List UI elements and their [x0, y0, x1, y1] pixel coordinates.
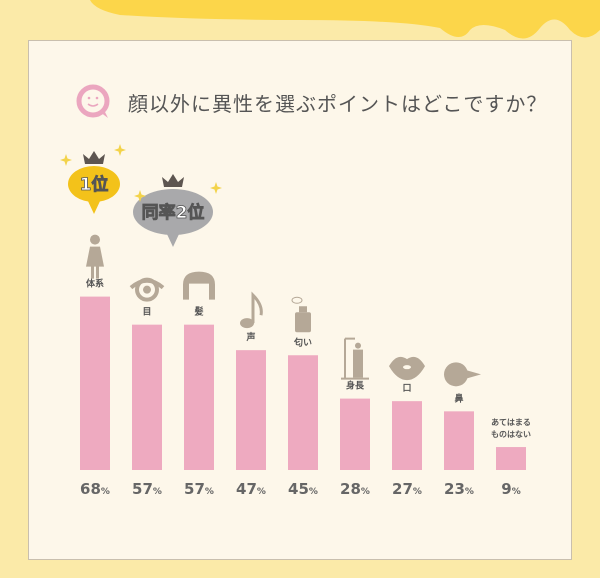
rank-label: 同率2位 — [142, 202, 205, 223]
value-label: 9% — [501, 480, 520, 498]
bar — [132, 324, 162, 470]
value-label: 57% — [184, 480, 214, 498]
bar — [392, 401, 422, 470]
eye-icon — [129, 277, 165, 302]
chart-card — [28, 40, 572, 560]
lips-icon — [389, 356, 425, 381]
nose-icon — [444, 362, 481, 387]
height-scale-icon — [341, 337, 369, 380]
chart-title: 顔以外に異性を選ぶポイントはどこですか？ — [128, 92, 548, 116]
category-label: 髪 — [193, 306, 203, 318]
second-place-badge: 同率2位 — [133, 174, 213, 247]
category-label: 目 — [142, 307, 151, 318]
value-label: 45% — [288, 480, 318, 498]
first-place-badge: 1位 — [68, 151, 120, 214]
bar — [496, 447, 526, 470]
category-label: あてはまる — [491, 418, 531, 427]
crown-icon — [162, 174, 184, 187]
bar — [444, 411, 474, 470]
value-label: 47% — [236, 480, 266, 498]
sparkle-icon — [210, 182, 222, 194]
bar — [236, 350, 266, 470]
value-label: 27% — [392, 480, 422, 498]
category-label: ものはない — [491, 430, 531, 439]
value-label: 57% — [132, 480, 162, 498]
sparkle-icon — [60, 154, 72, 166]
category-label: 身長 — [346, 380, 365, 392]
bar — [288, 355, 318, 470]
hair-icon — [183, 271, 215, 300]
category-label: 声 — [245, 331, 255, 343]
music-note-icon — [240, 291, 263, 329]
woman-icon — [86, 234, 104, 279]
bar — [340, 398, 370, 470]
value-label: 28% — [340, 480, 370, 498]
category-label: 体系 — [86, 278, 104, 290]
rank-label: 1位 — [80, 174, 109, 195]
honey-drip-decoration — [90, 0, 600, 39]
value-label: 68% — [80, 480, 110, 498]
bar — [80, 296, 110, 470]
category-label: 鼻 — [454, 392, 463, 404]
crown-icon — [83, 151, 105, 164]
perfume-icon — [291, 296, 311, 333]
sparkle-icon — [114, 144, 126, 156]
bar — [184, 324, 214, 470]
category-label: 匂い — [293, 336, 312, 348]
sparkle-icon — [134, 190, 146, 202]
category-label: 口 — [402, 383, 411, 394]
value-label: 23% — [444, 480, 474, 498]
